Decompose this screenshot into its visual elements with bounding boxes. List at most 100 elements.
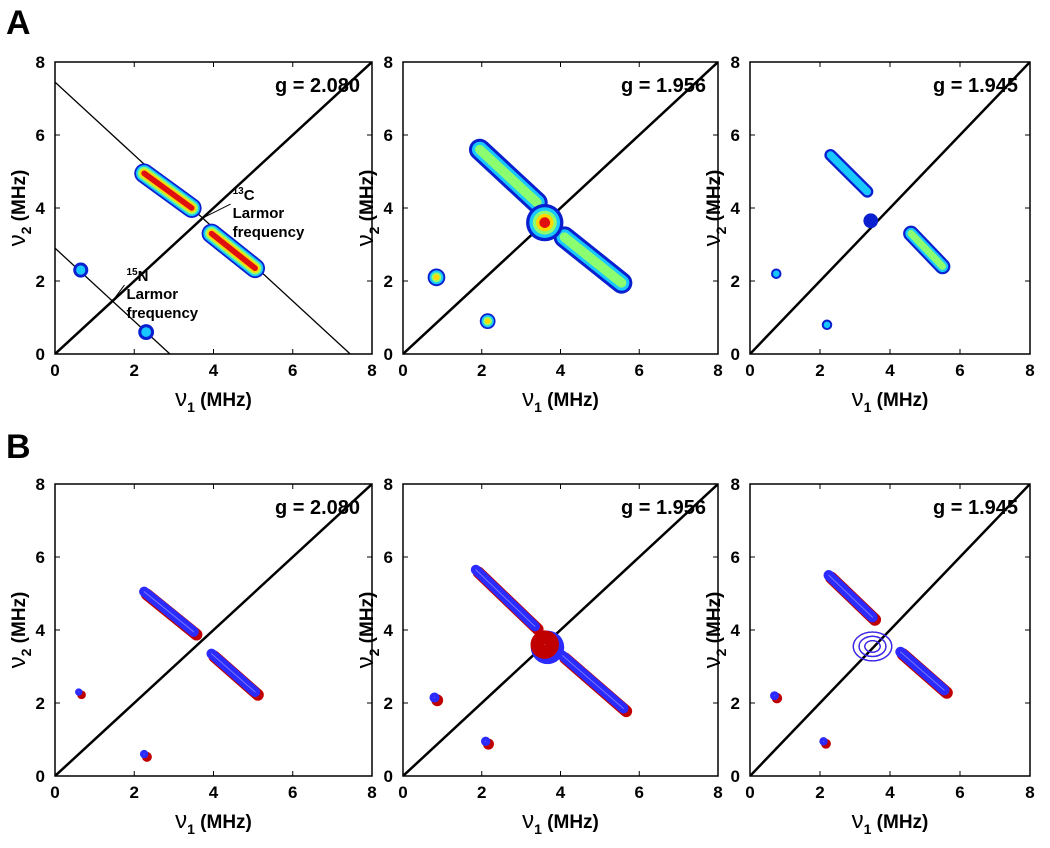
axis-subscript: 1 (864, 821, 872, 837)
x-tick-label: 6 (288, 783, 297, 802)
y-tick-label: 4 (731, 621, 741, 640)
axis-unit: (MHz) (542, 390, 599, 411)
contour-level (141, 170, 195, 211)
chart-title: g = 1.945 (933, 75, 1018, 97)
x-tick-label: 0 (745, 783, 754, 802)
axis-subscript: 2 (18, 648, 34, 656)
x-tick-label: 4 (885, 361, 895, 380)
contour-lines (557, 650, 629, 714)
y-tick-label: 0 (36, 767, 45, 786)
contour-detail (475, 569, 536, 627)
y-tick-label: 2 (384, 694, 393, 713)
y-tick-label: 0 (36, 345, 45, 364)
y-tick-label: 2 (731, 272, 740, 291)
contour-level (208, 230, 258, 272)
y-tick-label: 6 (384, 548, 393, 567)
contour-lines (470, 564, 540, 632)
annotation: 13C (233, 186, 255, 204)
axis-unit: (MHz) (9, 592, 30, 649)
axis-unit: (MHz) (542, 812, 599, 833)
contour-ring (852, 631, 893, 662)
contour-lines (139, 586, 199, 637)
x-axis-label: ν1 (MHz) (175, 385, 252, 415)
x-tick-label: 0 (50, 783, 59, 802)
axis-unit: (MHz) (704, 592, 725, 649)
diagonal (403, 62, 718, 354)
axis-symbol: ν (352, 234, 379, 246)
annotation: frequency (126, 305, 198, 322)
axis-unit: (MHz) (357, 170, 378, 227)
y-tick-label: 8 (384, 475, 393, 494)
y-axis-label: ν2 (MHz) (699, 170, 729, 247)
diagonal (750, 62, 1030, 354)
axis-subscript: 2 (713, 648, 729, 656)
axis-unit: (MHz) (195, 812, 252, 833)
y-axis-label: ν2 (MHz) (4, 170, 34, 247)
contour-lines (206, 648, 261, 698)
contour-detail (211, 653, 256, 693)
x-axis-label: ν1 (MHz) (522, 807, 599, 837)
chart-title: g = 2.080 (275, 75, 360, 97)
chart-title: g = 1.956 (621, 75, 706, 97)
plot-area (403, 62, 718, 354)
axis-symbol: ν (699, 656, 726, 668)
y-tick-label: 6 (384, 126, 393, 145)
x-tick-label: 6 (635, 783, 644, 802)
annotation: Larmor (233, 205, 285, 222)
x-axis-label: ν1 (MHz) (852, 385, 929, 415)
contour-detail (828, 574, 873, 618)
y-tick-label: 6 (731, 126, 740, 145)
x-tick-label: 2 (815, 783, 824, 802)
x-tick-label: 4 (556, 783, 566, 802)
axis-unit: (MHz) (871, 390, 928, 411)
axis-symbol: ν (699, 234, 726, 246)
y-tick-label: 0 (384, 767, 393, 786)
axis-symbol: ν (4, 234, 31, 246)
leader-line (202, 203, 231, 219)
x-tick-label: 8 (1025, 783, 1034, 802)
x-tick-label: 4 (885, 783, 895, 802)
y-tick-label: 4 (36, 199, 46, 218)
annotation: 15N (126, 267, 148, 285)
contour-ring (864, 639, 881, 653)
contour-level (826, 151, 872, 196)
axis-symbol: ν (175, 807, 187, 834)
axis-unit: (MHz) (871, 812, 928, 833)
contour-level (559, 232, 627, 288)
contour-level (474, 144, 542, 208)
axis-subscript: 1 (864, 399, 872, 415)
x-tick-label: 8 (713, 783, 722, 802)
plot-area (750, 62, 1030, 354)
annotation: Larmor (126, 286, 178, 303)
diagonal (55, 62, 372, 354)
y-tick-label: 0 (731, 345, 740, 364)
x-tick-label: 6 (635, 361, 644, 380)
axis-symbol: ν (852, 385, 864, 412)
x-tick-label: 0 (398, 783, 407, 802)
y-tick-label: 0 (731, 767, 740, 786)
contour-detail (561, 655, 624, 709)
annotation-superscript: 15 (126, 267, 138, 278)
x-tick-label: 2 (130, 361, 139, 380)
x-axis-label: ν1 (MHz) (175, 807, 252, 837)
chart-title: g = 1.945 (933, 497, 1018, 519)
chart-title: g = 2.080 (275, 497, 360, 519)
y-tick-label: 0 (384, 345, 393, 364)
y-tick-label: 8 (36, 475, 45, 494)
plot-area (55, 484, 372, 776)
axis-symbol: ν (522, 807, 534, 834)
x-tick-label: 4 (209, 783, 219, 802)
panel-label: B (6, 428, 31, 466)
x-tick-label: 0 (745, 361, 754, 380)
y-tick-label: 2 (731, 694, 740, 713)
x-tick-label: 6 (288, 361, 297, 380)
diagonal (55, 484, 372, 776)
axis-subscript: 2 (18, 226, 34, 234)
annotation-superscript: 13 (233, 186, 245, 197)
plot-area (750, 484, 1030, 776)
axis-symbol: ν (852, 807, 864, 834)
